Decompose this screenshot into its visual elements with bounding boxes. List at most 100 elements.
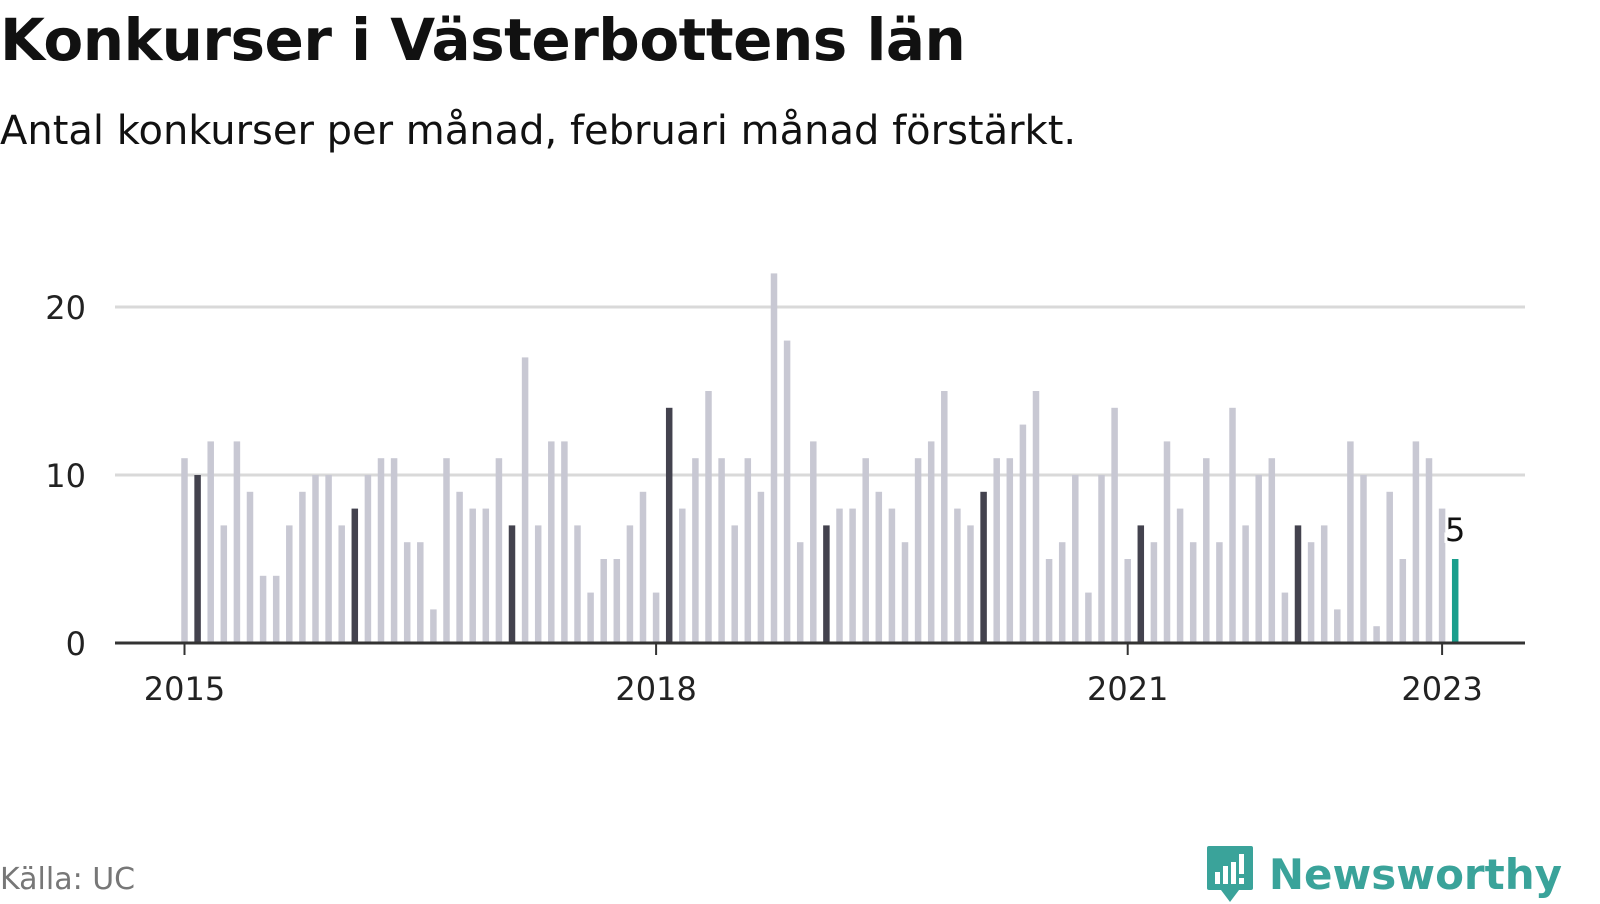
chart-subtitle: Antal konkurser per månad, februari måna…: [0, 108, 1077, 154]
bar: [1268, 458, 1276, 643]
bar: [1307, 542, 1315, 643]
bar-february: [980, 491, 987, 643]
bar-highlight: [1451, 559, 1459, 643]
bar: [1373, 626, 1380, 643]
bar: [390, 458, 398, 643]
bar: [770, 273, 778, 643]
bar: [1399, 559, 1407, 643]
bar: [482, 508, 490, 643]
bar-february: [508, 525, 516, 643]
bar: [1203, 458, 1210, 643]
bar: [600, 559, 607, 643]
bar-february: [823, 525, 830, 643]
bar-chart: 0 10 20 5 2015 2018 2021 2023: [45, 273, 1525, 708]
bar: [1412, 441, 1420, 643]
bar: [639, 491, 647, 643]
bar: [652, 592, 660, 643]
axes: 0 10 20 5 2015 2018 2021 2023: [45, 289, 1525, 708]
y-tick-label: 20: [45, 289, 86, 327]
bar: [1058, 542, 1066, 643]
bar: [1386, 491, 1393, 643]
bar: [1438, 508, 1446, 643]
bar: [718, 458, 725, 643]
bar: [364, 475, 372, 643]
bar: [181, 458, 188, 643]
y-tick-label: 10: [45, 457, 86, 495]
x-tick-label: 2021: [1087, 670, 1168, 708]
bar: [731, 525, 738, 643]
bar: [443, 458, 450, 643]
bar: [220, 525, 228, 643]
bar: [1347, 441, 1354, 643]
bar: [901, 542, 909, 643]
bar: [548, 441, 555, 643]
bar: [1045, 559, 1053, 643]
x-tick-label: 2023: [1401, 670, 1482, 708]
bars: [181, 273, 1459, 643]
bar: [1281, 592, 1289, 643]
data-label: 5: [1445, 511, 1465, 549]
bar: [299, 491, 306, 643]
bar: [836, 508, 843, 643]
bar: [1098, 475, 1105, 643]
bar: [613, 559, 621, 643]
bar: [1032, 391, 1040, 643]
bar: [233, 441, 241, 643]
bar: [1216, 542, 1223, 643]
bar: [796, 542, 804, 643]
chart-title: Konkurser i Västerbottens län: [0, 6, 966, 74]
bar: [246, 491, 254, 643]
bar: [1163, 441, 1171, 643]
bar-february: [665, 407, 673, 643]
bar: [679, 508, 686, 643]
bar: [810, 441, 817, 643]
bar: [417, 542, 424, 643]
bar: [875, 491, 883, 643]
bar: [1124, 559, 1131, 643]
newsworthy-logo-text: Newsworthy: [1268, 849, 1562, 899]
bar: [469, 508, 476, 643]
bar: [495, 458, 503, 643]
y-tick-label: 0: [66, 625, 86, 663]
bar: [1320, 525, 1328, 643]
bar: [1006, 458, 1014, 643]
bar: [954, 508, 961, 643]
bar: [941, 391, 948, 643]
bar: [1072, 475, 1079, 643]
bar: [207, 441, 214, 643]
bar: [272, 575, 280, 643]
bar: [1111, 407, 1118, 643]
bar: [430, 609, 437, 643]
bar: [705, 391, 712, 643]
bar: [744, 458, 752, 643]
bar: [312, 475, 319, 643]
bar: [1229, 407, 1236, 643]
bar: [534, 525, 542, 643]
bar: [914, 458, 922, 643]
bar: [783, 340, 791, 643]
bar: [1019, 424, 1027, 643]
bar: [587, 592, 594, 643]
bar: [325, 475, 332, 643]
gridlines: [115, 305, 1525, 477]
bar: [927, 441, 935, 643]
bar: [862, 458, 869, 643]
newsworthy-logo[interactable]: Newsworthy: [1205, 844, 1562, 904]
x-tick-label: 2018: [615, 670, 696, 708]
bar-february: [1294, 525, 1302, 643]
bar: [456, 491, 463, 643]
source-note: Källa: UC: [0, 862, 136, 897]
bar-february: [1137, 525, 1145, 643]
bar: [993, 458, 1000, 643]
x-tick-label: 2015: [144, 670, 225, 708]
bar: [403, 542, 411, 643]
bar: [561, 441, 568, 643]
bar: [967, 525, 974, 643]
bar: [626, 525, 634, 643]
bar: [574, 525, 581, 643]
bar: [521, 357, 529, 643]
bar-february: [351, 508, 359, 643]
bar-february: [194, 475, 201, 643]
bar: [377, 458, 385, 643]
bar: [1360, 475, 1367, 643]
